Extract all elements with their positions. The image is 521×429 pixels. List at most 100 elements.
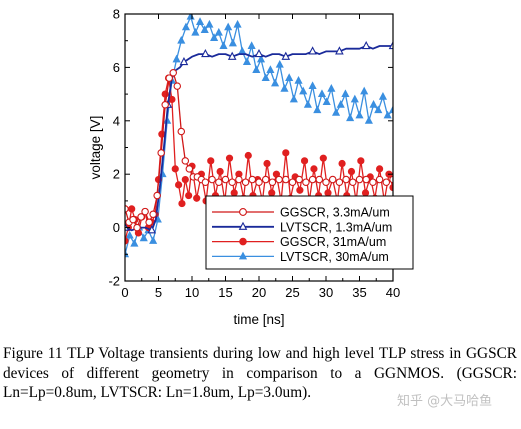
data-point [171, 165, 179, 173]
data-point [261, 73, 270, 82]
data-point [216, 167, 224, 176]
series-0 [125, 68, 393, 232]
legend-marker [239, 237, 247, 246]
data-point [282, 175, 290, 184]
data-point [282, 149, 290, 157]
data-point [157, 149, 165, 157]
y-axis-label: voltage [V] [88, 116, 103, 180]
data-point [219, 41, 228, 49]
legend-label: GGSCR, 31mA/um [280, 235, 386, 249]
data-point [178, 199, 186, 208]
data-point [362, 175, 370, 184]
data-point [224, 22, 233, 31]
data-point [355, 110, 364, 119]
y-tick-label: 8 [113, 7, 120, 22]
legend-label: LVTSCR, 1.3mA/um [280, 220, 392, 234]
data-point [388, 105, 393, 114]
data-point [256, 54, 266, 63]
data-point [263, 159, 271, 168]
data-point [242, 57, 252, 66]
data-point [331, 108, 341, 116]
data-point [208, 175, 216, 184]
x-tick-label: 10 [185, 285, 199, 300]
data-point [129, 215, 137, 224]
data-point [261, 175, 270, 184]
data-point [327, 83, 336, 92]
data-point [185, 165, 194, 173]
data-point [141, 207, 149, 216]
data-point [313, 105, 322, 114]
data-point [268, 178, 277, 186]
data-point [254, 48, 264, 58]
data-point [308, 175, 317, 184]
series-3 [125, 14, 393, 258]
data-point [375, 165, 384, 173]
data-point [317, 89, 327, 98]
data-point [153, 191, 161, 200]
data-point [383, 110, 392, 119]
series-line [125, 45, 393, 232]
data-point [227, 51, 237, 60]
data-point [225, 154, 234, 162]
data-point [324, 189, 332, 197]
data-point [308, 81, 317, 90]
data-point [233, 19, 242, 28]
data-point [302, 178, 310, 186]
x-tick-label: 20 [252, 285, 266, 300]
data-point [255, 178, 263, 186]
legend-marker [239, 208, 247, 216]
legend-marker [238, 251, 248, 260]
data-point [185, 191, 193, 200]
data-point [322, 178, 330, 186]
data-point [349, 178, 357, 186]
data-point [179, 56, 189, 66]
data-point [275, 59, 284, 68]
legend-label: LVTSCR, 30mA/um [280, 250, 389, 264]
data-point [375, 175, 384, 184]
data-point [288, 178, 297, 186]
data-point [244, 151, 252, 160]
data-point [268, 189, 276, 197]
data-point [173, 82, 182, 90]
data-point [347, 167, 356, 176]
y-tick-label: -2 [108, 274, 120, 289]
data-point [338, 159, 346, 168]
data-point [336, 100, 345, 108]
data-point [133, 223, 141, 232]
data-point [181, 22, 191, 31]
data-point [369, 100, 378, 108]
data-point [271, 78, 280, 87]
watermark: 知乎 @大马哈鱼 [397, 394, 493, 409]
figure-caption: Figure 11 TLP Voltage transients during … [3, 345, 517, 402]
data-point [201, 48, 210, 58]
legend-label: GGSCR, 3.3mA/um [280, 206, 390, 220]
data-point [357, 157, 365, 165]
data-point [207, 157, 215, 165]
x-tick-label: 15 [218, 285, 232, 300]
x-tick-label: 40 [386, 285, 400, 300]
data-point [294, 75, 303, 84]
data-point [147, 225, 157, 234]
legend-marker [238, 221, 248, 230]
data-point [335, 178, 344, 186]
data-point [322, 97, 331, 106]
data-point [210, 33, 219, 41]
data-point [193, 194, 201, 202]
x-tick-label: 0 [121, 285, 128, 300]
data-point [360, 86, 369, 95]
data-point [248, 175, 257, 184]
data-point [328, 175, 337, 184]
data-point [289, 94, 298, 103]
data-point [266, 65, 275, 74]
data-point [378, 92, 388, 100]
data-point [172, 54, 181, 63]
data-point [161, 101, 169, 109]
data-point [346, 113, 355, 122]
data-point [228, 38, 237, 47]
data-point [149, 210, 157, 219]
data-point [195, 17, 205, 25]
data-point [361, 189, 370, 197]
data-point [205, 19, 214, 28]
data-point [281, 51, 291, 60]
data-point [300, 157, 309, 165]
